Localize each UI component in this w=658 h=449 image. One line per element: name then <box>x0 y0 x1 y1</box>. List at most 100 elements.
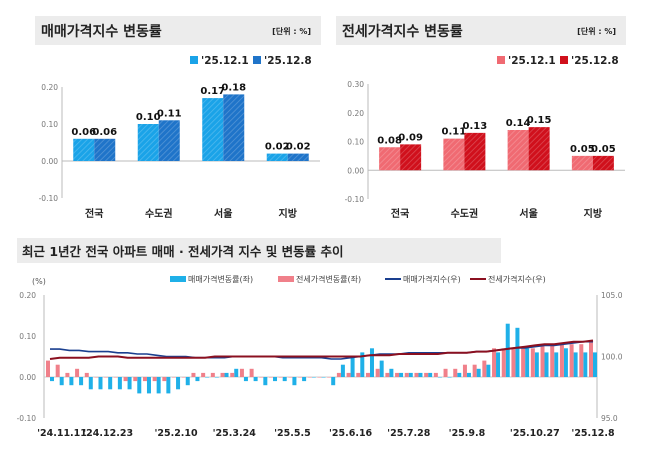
jeonse-change-bar <box>181 377 186 378</box>
y-tick-label: 0.20 <box>19 291 36 300</box>
bar-hatch <box>94 138 116 161</box>
sale-change-bar <box>583 352 588 377</box>
sale-change-bar <box>340 364 345 377</box>
sale-change-bar <box>50 377 54 382</box>
sale-change-bar <box>447 377 452 378</box>
jeonse-change-bar <box>65 372 70 377</box>
legend-label: 전세가격변동률(좌) <box>296 274 361 284</box>
sale-change-bar <box>108 377 113 390</box>
category-label: 전국 <box>391 207 409 220</box>
sale-change-bar <box>437 377 442 378</box>
jeonse-change-bar <box>521 348 526 377</box>
bar-hatch <box>287 153 309 161</box>
jeonse-index-line <box>49 339 594 360</box>
sale-change-bar <box>117 377 122 390</box>
jeonse-change-bar <box>404 372 409 377</box>
sale-change-bar <box>205 377 210 378</box>
legend-swatch <box>497 56 505 64</box>
legend-swatch <box>278 276 294 282</box>
jeonse-change-bar <box>395 372 400 377</box>
y-tick-label: 0.00 <box>347 166 364 175</box>
sale-change-bar <box>253 377 258 382</box>
category-label: 서울 <box>214 207 232 220</box>
data-label: 0.06 <box>92 127 117 138</box>
sale-change-bar <box>563 348 568 377</box>
sale-change-bar <box>418 372 423 377</box>
legend-label: '25.12.8 <box>571 55 619 67</box>
data-label: 0.10 <box>136 112 161 123</box>
sale-change-bar <box>573 352 578 377</box>
bar-hatch <box>400 144 422 171</box>
sale-change-bar <box>369 348 374 377</box>
y-tick-label-right: 105.0 <box>601 291 623 300</box>
sale-change-bar <box>59 377 64 386</box>
sale-change-bar <box>292 377 297 386</box>
sale-change-bar <box>496 352 501 377</box>
x-tick-label: '25.7.28 <box>387 428 431 439</box>
sale-change-bar <box>350 356 355 377</box>
bar-hatch <box>158 120 180 161</box>
jeonse-change-bar <box>579 344 584 377</box>
x-tick-label: '25.10.27 <box>510 428 560 439</box>
jeonse-change-bar <box>346 372 351 377</box>
jeonse-change-bar <box>433 372 438 377</box>
jeonse-change-bar <box>365 372 370 377</box>
jeonse-change-bar <box>94 377 99 378</box>
data-label: 0.02 <box>286 142 311 153</box>
jeonse-change-bar <box>511 348 516 377</box>
sale-change-bar <box>399 372 404 377</box>
jeonse-change-bar <box>472 364 477 377</box>
jeonse-change-bar <box>424 372 429 377</box>
category-label: 수도권 <box>451 208 479 220</box>
category-label: 수도권 <box>145 208 173 220</box>
sale-change-bar <box>224 372 229 377</box>
x-tick-label: '25.5.5 <box>274 428 311 439</box>
jeonse-change-bar <box>482 360 487 377</box>
x-tick-label: '25.12.8 <box>571 428 615 439</box>
legend-label: '25.12.8 <box>264 55 312 67</box>
sale-change-bar <box>243 377 248 382</box>
jeonse-change-bar <box>317 377 322 378</box>
jeonse-change-bar <box>191 372 196 377</box>
chart-title: 최근 1년간 전국 아파트 매매 · 전세가격 지수 및 변동률 추이 <box>22 244 343 259</box>
jeonse-change-bar <box>501 348 506 377</box>
jeonse-change-bar <box>540 344 545 377</box>
jeonse-change-bar <box>46 360 50 377</box>
legend-label: 매매가격지수(우) <box>403 274 461 284</box>
sale-change-bar <box>302 377 307 382</box>
legend-label: 전세가격지수(우) <box>488 274 546 284</box>
jeonse-change-bar <box>55 364 60 377</box>
legend-swatch <box>253 56 261 64</box>
sale-change-bar <box>486 364 491 377</box>
jeonse-change-bar <box>414 372 419 377</box>
jeonse-change-bar <box>220 372 225 377</box>
jeonse-change-bar <box>336 372 341 377</box>
data-label: 0.14 <box>506 118 531 129</box>
x-tick-label: '25.3.24 <box>213 428 257 439</box>
y-tick-label: 0.10 <box>347 138 364 147</box>
jeonse-change-bar <box>307 377 312 378</box>
sale-change-bar <box>146 377 151 394</box>
data-label: 0.15 <box>527 115 552 126</box>
jeonse-change-bar <box>288 377 293 378</box>
jeonse-change-bar <box>462 364 467 377</box>
legend-label: '25.12.1 <box>508 55 556 67</box>
jeonse-change-bar <box>356 372 361 377</box>
y-tick-label-right: 100.0 <box>601 353 623 362</box>
x-tick-label: '24.12.23 <box>83 428 133 439</box>
sale-change-bar <box>79 377 84 386</box>
jeonse-change-bar <box>133 377 138 382</box>
bar-hatch <box>464 132 486 171</box>
legend-swatch <box>560 56 568 64</box>
bar-hatch <box>379 147 401 171</box>
category-label: 지방 <box>584 207 603 220</box>
sale-change-bar <box>88 377 93 390</box>
jeonse-change-bar <box>327 377 332 378</box>
chart-header <box>35 16 321 45</box>
chart-header <box>17 238 501 263</box>
y-axis-unit: (%) <box>32 277 46 286</box>
y-tick-label: 0.00 <box>41 157 58 166</box>
y-tick-label: 0.00 <box>19 373 36 382</box>
unit-label: [단위 : %] <box>577 26 616 36</box>
